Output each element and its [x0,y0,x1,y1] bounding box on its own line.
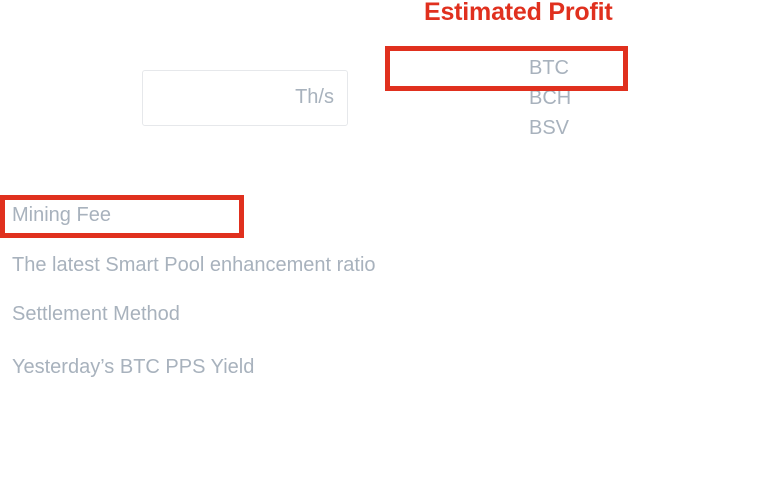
btc-highlight-box [385,46,628,91]
coin-select-list: BTC BCH BSV [529,56,571,146]
estimated-profit-title: Estimated Profit [424,0,613,26]
pps-yield-label: Yesterday’s BTC PPS Yield [12,356,255,378]
coin-option-bsv[interactable]: BSV [529,117,570,139]
settlement-method-label: Settlement Method [12,303,180,325]
hashrate-input[interactable]: Th/s [142,70,348,126]
hashrate-unit-label: Th/s [295,86,334,108]
mining-fee-label: Mining Fee [12,204,111,226]
smart-pool-ratio-label: The latest Smart Pool enhancement ratio [12,254,376,276]
coin-option-btc[interactable]: BTC [529,57,569,79]
coin-option-bch[interactable]: BCH [529,87,572,109]
mining-fee-highlight-box [0,195,244,238]
